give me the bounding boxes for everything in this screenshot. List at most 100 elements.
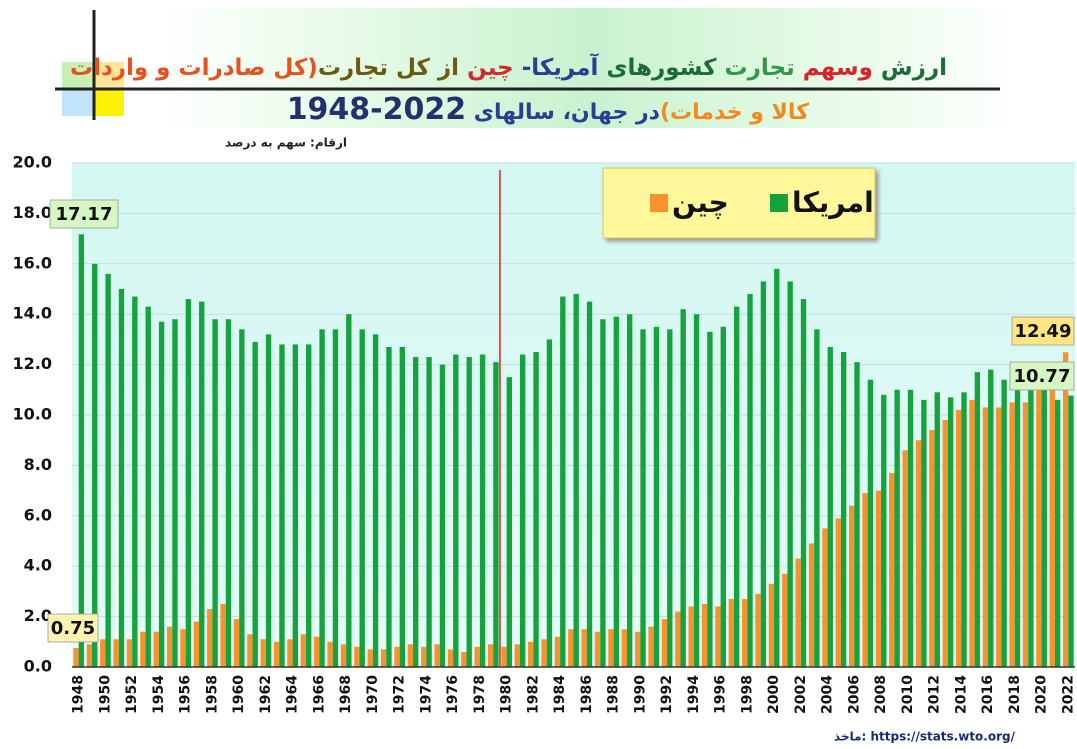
bar: [354, 646, 360, 667]
bar: [407, 644, 414, 667]
bar: [586, 301, 593, 667]
y-tick-label: 18.0: [13, 203, 52, 222]
bar: [413, 357, 419, 667]
bar: [78, 234, 85, 668]
bar: [862, 493, 868, 667]
bar: [733, 306, 740, 667]
bar: [533, 352, 539, 667]
bar: [260, 639, 266, 667]
y-tick-label: 0.0: [24, 657, 52, 676]
title-line2: کالا و خدمات)در جهان، سالهای 1948-2022: [287, 92, 809, 127]
bar: [715, 606, 721, 667]
bar: [528, 641, 534, 667]
source: ماخذ: https://stats.wto.org/: [834, 730, 1016, 744]
bar: [594, 631, 601, 667]
title-background: [160, 8, 1020, 128]
legend-swatch: [650, 194, 668, 212]
title-line1: ارزش وسهم تجارت کشورهای آمریکا- چین از ک…: [70, 55, 947, 81]
bar: [915, 440, 922, 667]
bar: [426, 357, 432, 667]
x-tick-label: 2000: [766, 675, 782, 714]
x-tick-label: 1988: [606, 675, 622, 714]
y-tick-label: 2.0: [24, 606, 52, 625]
bar: [172, 319, 178, 667]
bar: [661, 619, 668, 667]
title-segment: کشورهای: [598, 55, 717, 81]
x-tick-label: 2002: [793, 675, 809, 714]
x-tick-label: 2006: [846, 675, 862, 714]
decor: [96, 62, 124, 90]
bar: [126, 639, 133, 667]
bar: [447, 649, 454, 667]
bar: [1009, 402, 1015, 667]
bar: [902, 450, 908, 667]
bar: [520, 354, 526, 667]
x-tick-label: 1986: [579, 675, 595, 714]
bar: [100, 639, 106, 667]
bar: [1022, 402, 1029, 667]
bar: [969, 399, 975, 667]
bar: [608, 629, 614, 667]
x-tick-label: 2016: [980, 675, 996, 714]
bar: [105, 273, 111, 667]
bar: [332, 329, 339, 667]
bar: [808, 543, 815, 667]
bar: [907, 389, 914, 667]
title-segment: تجارت: [716, 55, 795, 81]
label-box: [49, 199, 119, 229]
y-tick-label: 4.0: [24, 556, 52, 575]
bar: [554, 636, 561, 667]
bar: [822, 528, 828, 667]
legend-label: چین: [672, 186, 729, 219]
bar: [166, 626, 173, 667]
bar: [506, 377, 512, 667]
x-tick-label: 1982: [525, 675, 541, 714]
bar: [568, 629, 574, 667]
x-tick-label: 1950: [97, 675, 113, 714]
y-tick-label: 10.0: [13, 405, 52, 424]
title-segment: در جهان، سالهای: [466, 100, 660, 125]
bar: [1014, 389, 1021, 667]
bar: [921, 399, 927, 667]
bar: [180, 629, 186, 667]
bar: [720, 326, 726, 667]
bar: [239, 329, 245, 667]
y-tick-label: 20.0: [13, 153, 52, 172]
bar: [581, 629, 587, 667]
title-segment: کالا و خدمات): [659, 100, 809, 125]
label-box: [47, 613, 99, 643]
bar: [461, 651, 467, 667]
data-label: 17.17: [56, 204, 113, 225]
x-tick-label: 2014: [953, 675, 969, 714]
title-segment: 1948-2022: [286, 92, 467, 127]
bar: [942, 420, 948, 667]
title-segment: (کل صادرات و واردات: [69, 55, 318, 81]
bar: [346, 314, 352, 667]
title-segment: آمریکا-: [513, 55, 599, 81]
bar: [493, 362, 499, 667]
legend-label: امریکا: [792, 186, 874, 219]
bar: [974, 372, 981, 667]
bar: [453, 354, 459, 667]
bar: [306, 344, 312, 667]
bar: [626, 314, 633, 667]
x-tick-label: 1970: [365, 675, 381, 714]
bar: [707, 331, 713, 667]
bar: [212, 319, 218, 667]
title-segment: وسهم: [794, 55, 873, 81]
bar: [635, 631, 641, 667]
bar: [1068, 395, 1074, 667]
bar: [755, 593, 761, 667]
x-tick-label: 1990: [632, 675, 648, 714]
bar: [466, 357, 472, 667]
bar: [961, 392, 967, 667]
bar: [421, 646, 427, 667]
bar: [1049, 364, 1055, 667]
x-tick-label: 1998: [739, 675, 755, 714]
bar: [929, 430, 935, 667]
x-tick-label: 1996: [713, 675, 729, 714]
bar: [693, 314, 700, 667]
bar: [367, 649, 373, 667]
bar: [747, 294, 753, 667]
bar: [867, 379, 874, 667]
